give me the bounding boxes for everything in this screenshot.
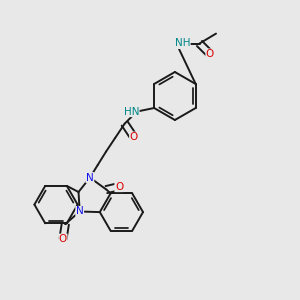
Text: NH: NH [175, 38, 190, 49]
Text: O: O [59, 234, 67, 244]
Text: N: N [86, 172, 94, 183]
Text: HN: HN [124, 106, 139, 117]
Text: O: O [130, 132, 138, 142]
Text: O: O [115, 182, 123, 192]
Text: O: O [206, 49, 214, 59]
Text: N: N [76, 206, 84, 217]
